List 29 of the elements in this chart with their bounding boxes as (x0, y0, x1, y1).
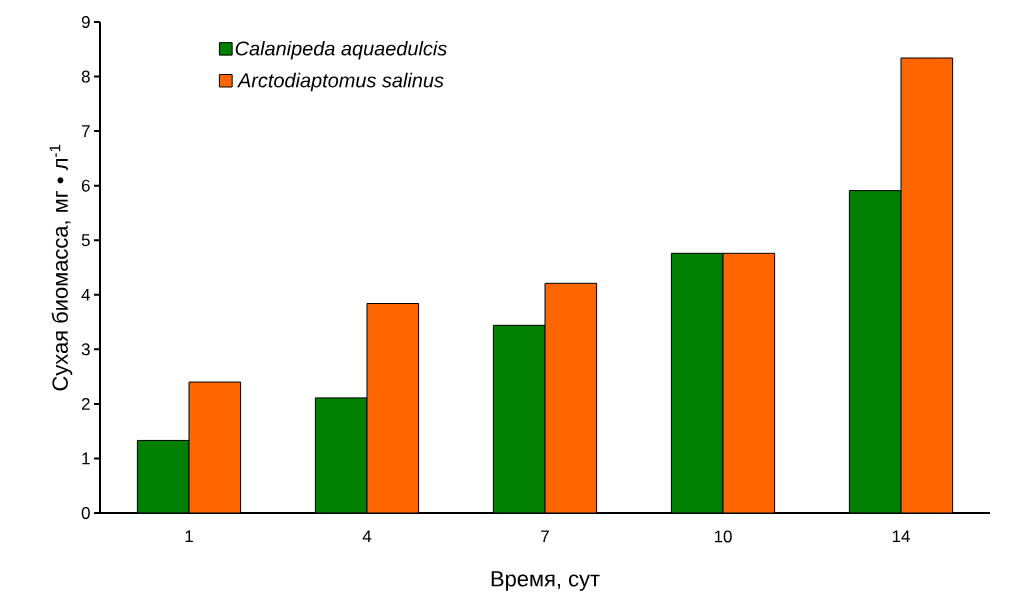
bar (900, 57, 954, 513)
legend-label: Calanipeda aquaedulcis (235, 40, 447, 60)
bar (544, 282, 598, 513)
y-tick-label: 8 (81, 70, 90, 83)
y-axis-title: Сухая биомасса, мг • л$^{-1}$ (49, 144, 73, 391)
bar (848, 190, 902, 513)
bar (492, 324, 546, 513)
y-tick-label: 5 (81, 234, 90, 247)
y-tick-label: 7 (81, 125, 90, 137)
bar (722, 252, 776, 513)
x-tick-label: 14 (892, 530, 910, 543)
x-tick-label: 7 (541, 530, 549, 543)
y-tick-label: 2 (81, 397, 90, 410)
x-axis-title: Время, сут (491, 571, 600, 591)
y-tick-label: 0 (81, 507, 90, 519)
x-tick-label: 10 (714, 530, 732, 543)
bar (670, 252, 724, 513)
bar (314, 397, 368, 513)
x-tick-label: 1 (185, 530, 193, 543)
y-tick-label: 9 (81, 16, 90, 28)
y-tick-label: 1 (82, 452, 90, 465)
y-tick-label: 3 (81, 343, 90, 356)
bar (366, 303, 420, 513)
y-tick-label: 6 (81, 179, 90, 192)
bar (188, 381, 242, 513)
x-tick-label: 4 (362, 530, 372, 543)
y-tick-label: 4 (81, 288, 90, 301)
bar (136, 439, 190, 513)
legend-label: Arctodiaptomus salinus (237, 72, 444, 92)
